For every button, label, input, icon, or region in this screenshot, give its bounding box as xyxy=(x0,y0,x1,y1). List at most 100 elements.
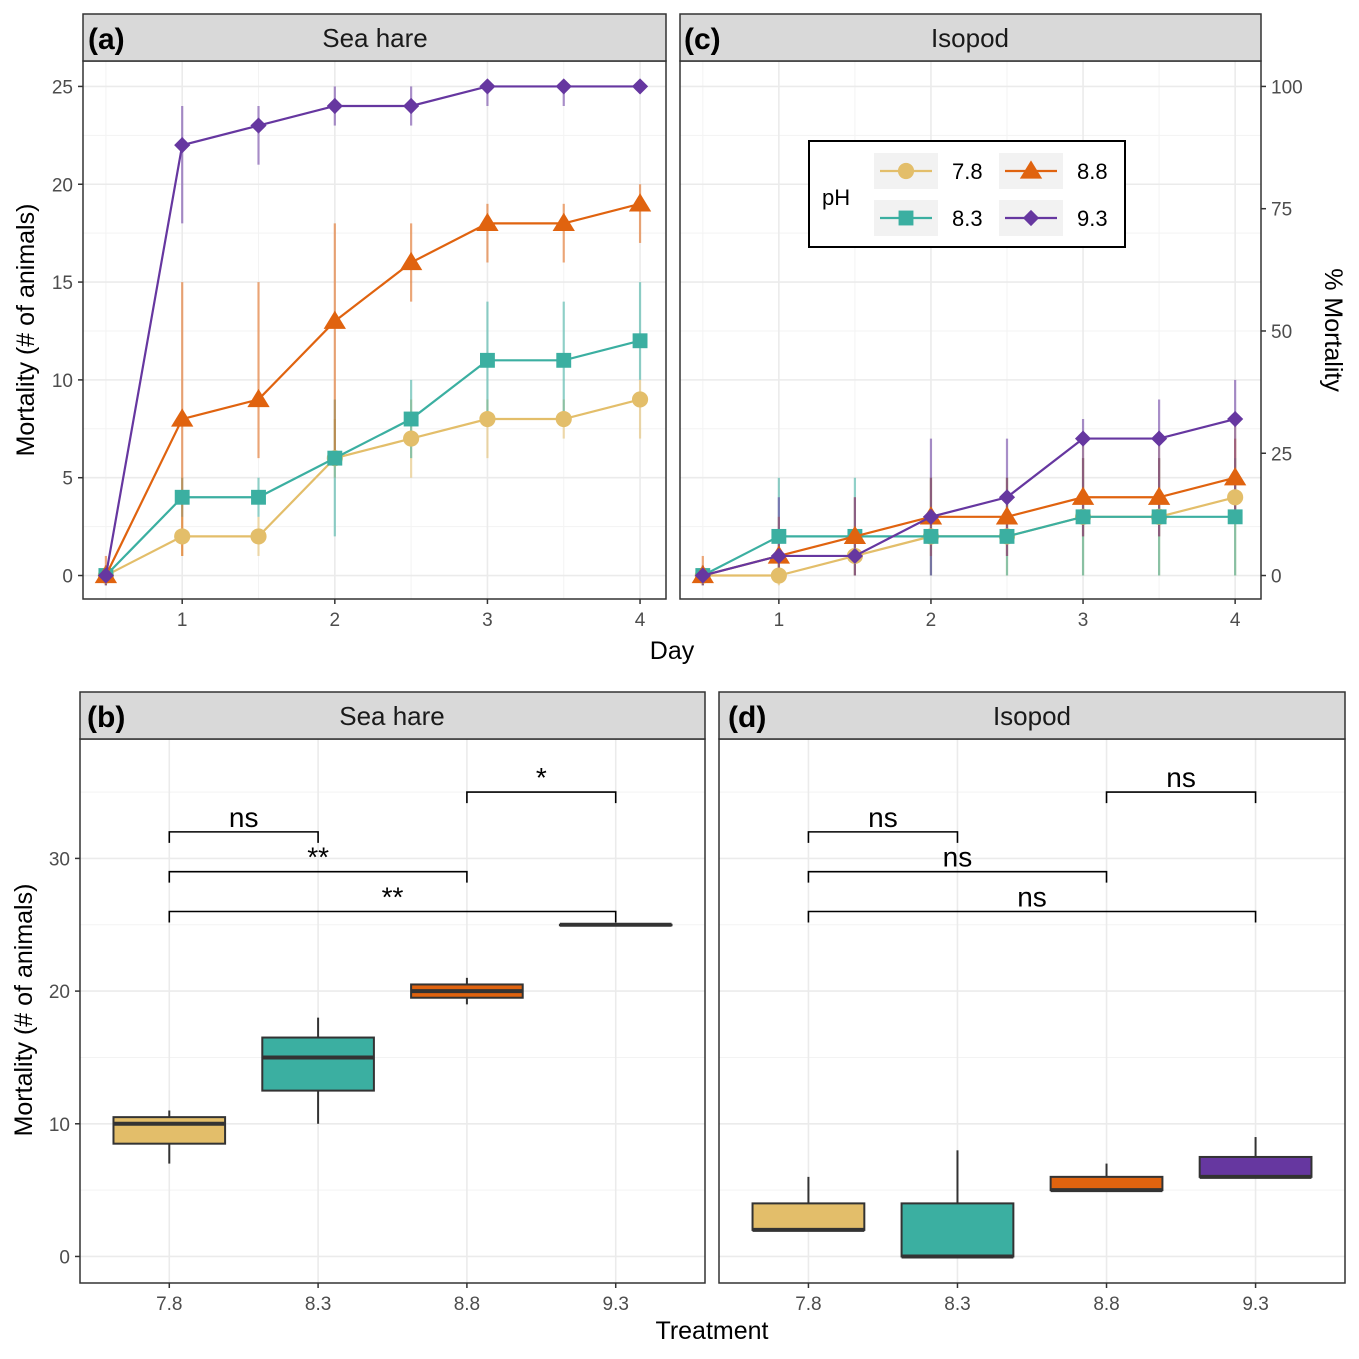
comparison-bracket xyxy=(807,910,1257,923)
point-8.3 xyxy=(923,528,939,544)
point-8.3 xyxy=(632,333,648,349)
point-8.8 xyxy=(323,310,346,329)
panel-b-y-ticks: 0 10 20 30 xyxy=(49,849,80,1268)
point-8.3 xyxy=(1227,509,1243,525)
panel-b-sea-hare-box: ns***** (b) Sea hare 7.8 8.3 8.8 9.3 010203… xyxy=(49,691,706,1315)
panel-a-letter: (a) xyxy=(88,23,125,56)
legend-label: 7.8 xyxy=(952,159,983,184)
x-tick-label: 9.3 xyxy=(1242,1294,1268,1315)
point-9.3 xyxy=(694,567,711,584)
x-tick-label: 3 xyxy=(482,610,493,631)
comparison-label: ns xyxy=(868,802,898,833)
comparison-label: ns xyxy=(1166,762,1196,793)
comparison-bracket xyxy=(168,831,319,843)
point-8.3 xyxy=(556,352,572,368)
x-tick-label: 3 xyxy=(1078,610,1089,631)
comparison-bracket xyxy=(466,791,617,804)
point-9.3 xyxy=(326,97,343,115)
point-8.3 xyxy=(1151,509,1167,525)
x-tick-label: 4 xyxy=(1230,610,1241,631)
point-8.8 xyxy=(171,408,194,427)
point-8.3 xyxy=(1075,509,1091,525)
panel-a-background xyxy=(83,61,666,599)
panel-a-strip xyxy=(82,13,667,62)
panel-c-marks xyxy=(691,379,1247,586)
point-8.3 xyxy=(771,528,787,544)
y-tick-label: 0 xyxy=(59,1247,70,1268)
y-tick-label: 30 xyxy=(49,849,70,870)
panel-c-strip xyxy=(679,13,1262,62)
series-line-8.8 xyxy=(104,202,641,577)
panel-d-x-ticks: 7.8 8.3 8.8 9.3 xyxy=(795,1283,1269,1315)
comparison-label: ns xyxy=(943,842,973,873)
y-tick-label: 5 xyxy=(62,469,73,490)
series-line-8.8 xyxy=(702,476,1236,577)
legend-title: pH xyxy=(822,185,850,210)
point-8.8 xyxy=(628,193,652,212)
x-tick-label: 1 xyxy=(177,610,188,631)
x-tick-label: 2 xyxy=(330,610,341,631)
panel-a-sea-hare-line: (a) Sea hare 1 2 3 4 0 5 10 15 20 25 xyxy=(52,13,667,631)
point-8.8 xyxy=(1147,486,1171,505)
legend-entries: 7.8 8.8 8.3 9.3 xyxy=(874,153,1108,236)
x-tick-label: 7.8 xyxy=(156,1294,182,1315)
panel-d-title: Isopod xyxy=(993,701,1071,731)
comparison-label: ** xyxy=(382,881,404,912)
panel-a-title: Sea hare xyxy=(322,23,428,53)
panel-d-strip xyxy=(718,691,1346,740)
point-8.8 xyxy=(1223,467,1247,486)
point-9.3 xyxy=(479,78,496,95)
panel-b-marks: ns***** xyxy=(112,762,673,1164)
panel-c-isopod-line: (c) Isopod 1 2 3 4 0 25 50 75 100 xyxy=(679,13,1303,631)
x-tick-label: 7.8 xyxy=(795,1294,821,1315)
point-9.3 xyxy=(1074,430,1092,447)
point-8.8 xyxy=(843,525,867,545)
panel-c-letter: (c) xyxy=(684,23,721,56)
y-tick-label: 25 xyxy=(52,77,73,98)
panel-a-marks xyxy=(94,78,652,586)
legend-key-triangle xyxy=(1019,160,1043,179)
panel-d-isopod-box: ns ns ns ns (d) Isopod 7.8 8.3 8.8 9.3 xyxy=(718,691,1346,1315)
point-8.8 xyxy=(552,212,575,232)
point-9.3 xyxy=(998,489,1016,506)
y-tick-label: 20 xyxy=(49,982,70,1003)
point-9.3 xyxy=(174,137,191,154)
comparison-label: * xyxy=(536,762,547,793)
point-9.3 xyxy=(1151,430,1168,447)
point-7.8 xyxy=(403,430,420,447)
panel-c-title: Isopod xyxy=(931,23,1009,53)
point-7.8 xyxy=(250,528,267,545)
comparison-label: ns xyxy=(229,802,259,833)
point-9.3 xyxy=(846,547,863,565)
panel-d-marks: ns ns ns ns xyxy=(751,762,1313,1259)
y-tick-label: 0 xyxy=(62,567,73,588)
top-y-axis-title: Mortality (# of animals) xyxy=(12,204,40,457)
panel-c-right-y-ticks: 0 25 50 75 100 xyxy=(1261,77,1303,588)
panel-b-letter: (b) xyxy=(87,701,125,734)
point-8.3 xyxy=(403,411,419,427)
x-tick-label: 1 xyxy=(774,610,785,631)
point-9.3 xyxy=(403,97,420,115)
right-y-tick-label: 75 xyxy=(1271,200,1292,221)
legend-key-circle xyxy=(897,162,915,180)
y-tick-label: 15 xyxy=(52,273,73,294)
x-tick-label: 8.3 xyxy=(944,1294,970,1315)
bottom-x-axis-title: Treatment xyxy=(655,1317,768,1345)
panel-d-background xyxy=(719,739,1345,1283)
point-9.3 xyxy=(770,547,787,565)
comparison-label: ns xyxy=(1017,881,1047,912)
comparison-bracket xyxy=(807,831,959,843)
x-tick-label: 9.3 xyxy=(603,1294,629,1315)
x-tick-label: 4 xyxy=(635,610,646,631)
point-7.8 xyxy=(631,391,649,408)
legend-key-diamond xyxy=(1022,209,1040,227)
series-line-8.3 xyxy=(105,339,641,577)
comparison-bracket xyxy=(168,870,468,883)
series-line-8.3 xyxy=(702,515,1236,577)
legend-label: 8.8 xyxy=(1077,159,1108,184)
panel-b-x-ticks: 7.8 8.3 8.8 9.3 xyxy=(156,1283,629,1315)
box-9.3 xyxy=(1198,1155,1313,1178)
panel-d-letter: (d) xyxy=(728,701,766,734)
point-9.3 xyxy=(631,78,649,95)
